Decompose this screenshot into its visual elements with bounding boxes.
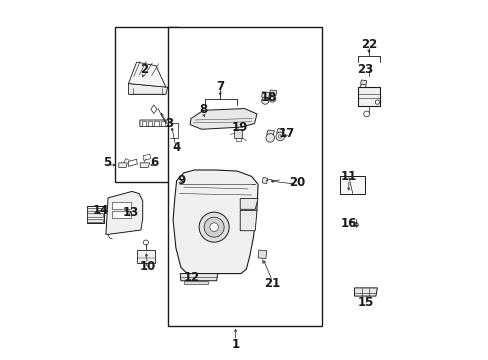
Bar [183, 281, 207, 284]
Circle shape [275, 132, 284, 141]
Text: 5: 5 [102, 156, 111, 169]
Polygon shape [128, 62, 165, 87]
Polygon shape [258, 250, 266, 258]
Polygon shape [128, 159, 137, 166]
Text: 19: 19 [231, 121, 248, 134]
Circle shape [374, 100, 379, 104]
Polygon shape [276, 129, 284, 134]
Bar [357, 87, 380, 106]
Circle shape [209, 223, 218, 231]
Bar [148, 121, 152, 126]
Text: 3: 3 [164, 117, 172, 130]
Bar [87, 208, 103, 211]
Circle shape [203, 217, 224, 237]
Text: 23: 23 [356, 63, 373, 76]
Bar [235, 138, 241, 141]
Circle shape [143, 240, 148, 245]
Polygon shape [190, 109, 257, 129]
Text: 22: 22 [360, 38, 376, 51]
Text: 13: 13 [122, 206, 139, 219]
Bar [112, 202, 131, 208]
Circle shape [268, 95, 275, 102]
Circle shape [278, 135, 282, 138]
Text: 12: 12 [183, 271, 199, 284]
Polygon shape [119, 163, 127, 167]
Text: 15: 15 [357, 296, 373, 309]
Polygon shape [360, 80, 366, 85]
Polygon shape [261, 92, 269, 98]
Bar [234, 129, 242, 138]
Polygon shape [128, 84, 167, 94]
Polygon shape [269, 90, 276, 96]
Text: 9: 9 [178, 174, 186, 186]
Text: 11: 11 [340, 170, 356, 183]
Text: 2: 2 [140, 63, 148, 76]
Bar [340, 176, 365, 194]
Polygon shape [266, 130, 274, 135]
Bar [87, 219, 103, 222]
Polygon shape [354, 288, 377, 296]
Bar [112, 211, 131, 217]
Text: 10: 10 [139, 260, 155, 273]
Polygon shape [240, 199, 258, 209]
Bar [154, 121, 159, 126]
Text: 18: 18 [260, 91, 276, 104]
Polygon shape [262, 177, 267, 184]
Bar [136, 250, 155, 263]
Text: 8: 8 [199, 103, 207, 116]
Polygon shape [240, 210, 257, 231]
Text: 21: 21 [264, 277, 280, 290]
Text: 17: 17 [278, 127, 294, 140]
Text: 14: 14 [93, 204, 109, 217]
Bar [161, 121, 165, 126]
Polygon shape [106, 192, 142, 234]
Bar [115, 27, 179, 182]
Polygon shape [140, 120, 170, 126]
Text: 6: 6 [150, 156, 158, 169]
Polygon shape [180, 274, 217, 281]
Circle shape [265, 134, 274, 142]
Polygon shape [140, 163, 149, 167]
Text: 4: 4 [172, 141, 181, 154]
Text: 20: 20 [289, 176, 305, 189]
Bar [142, 121, 145, 126]
Bar [167, 27, 322, 326]
Bar [86, 206, 103, 223]
Polygon shape [143, 154, 151, 160]
Text: 7: 7 [216, 80, 224, 93]
Text: 16: 16 [340, 217, 356, 230]
Circle shape [261, 97, 268, 104]
Circle shape [199, 212, 229, 242]
Text: 1: 1 [231, 338, 239, 351]
Bar [87, 213, 103, 217]
Polygon shape [173, 170, 258, 274]
Circle shape [363, 111, 369, 117]
Polygon shape [151, 105, 157, 113]
Circle shape [353, 222, 357, 227]
Circle shape [360, 84, 365, 90]
